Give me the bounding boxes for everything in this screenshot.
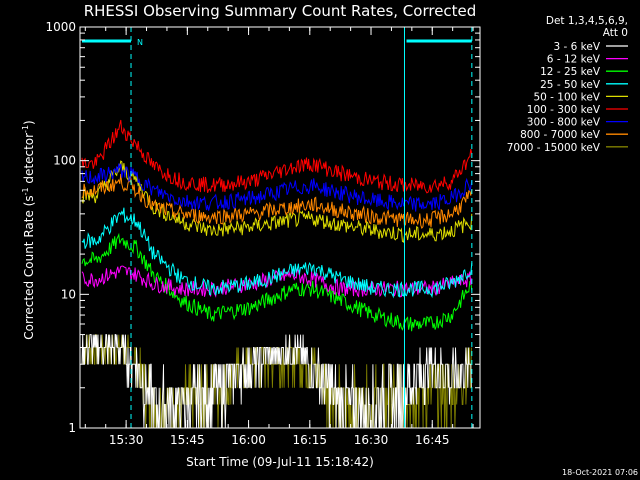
plot-frame xyxy=(79,26,481,429)
y-tick-label: 1 xyxy=(68,421,76,435)
series-line-3 xyxy=(81,207,473,299)
y-axis-label: Corrected Count Rate (s-1 detector-1) xyxy=(21,120,36,339)
legend-entry-label: 3 - 6 keV xyxy=(553,41,600,53)
attenuator-marker-label: N xyxy=(137,38,143,47)
x-axis-label: Start Time (09-Jul-11 15:18:42) xyxy=(186,455,374,469)
legend-entry-label: 50 - 100 keV xyxy=(533,91,600,103)
x-tick-label: 16:30 xyxy=(354,433,389,447)
y-axis-label-part1: Corrected Count Rate (s xyxy=(22,195,36,339)
x-tick-label: 15:30 xyxy=(109,433,144,447)
legend-entry-label: 25 - 50 keV xyxy=(540,79,601,91)
attenuator-markers: N xyxy=(82,27,473,428)
y-axis-label-part3: ) xyxy=(22,120,36,125)
legend-entry-label: 12 - 25 keV xyxy=(540,66,601,78)
y-axis-label-sup1: -1 xyxy=(21,187,30,195)
series-line-4 xyxy=(81,160,473,243)
series-line-6 xyxy=(81,163,473,212)
y-tick-label: 100 xyxy=(53,154,76,168)
y-tick-label: 1000 xyxy=(45,20,76,34)
legend-entry-label: 100 - 300 keV xyxy=(527,104,601,116)
y-axis-label-part2: detector xyxy=(22,133,36,188)
x-tick-label: 16:45 xyxy=(415,433,450,447)
x-ticks: 15:30 15:45 16:00 16:15 16:30 16:45 xyxy=(84,27,474,447)
y-ticks: 1 10 100 1000 xyxy=(45,20,480,435)
legend-entry-label: 7000 - 15000 keV xyxy=(507,142,601,154)
y-tick-label: 10 xyxy=(61,287,76,301)
legend-header-line: Det 1,3,4,5,6,9, xyxy=(546,15,628,27)
series-line-2 xyxy=(81,232,473,332)
legend-entry-label: 300 - 800 keV xyxy=(527,117,601,129)
x-tick-label: 15:45 xyxy=(170,433,205,447)
y-axis-label-sup2: -1 xyxy=(21,125,30,133)
legend-entry-label: 6 - 12 keV xyxy=(547,54,601,66)
series-line-0 xyxy=(81,334,472,429)
chart-title: RHESSI Observing Summary Count Rates, Co… xyxy=(84,2,477,20)
legend-entry-label: 800 - 7000 keV xyxy=(520,129,601,141)
x-tick-label: 16:15 xyxy=(292,433,327,447)
series-line-5 xyxy=(81,119,473,194)
series-line-7 xyxy=(81,173,473,229)
series-line-1 xyxy=(81,265,473,298)
series-layer xyxy=(81,119,473,429)
legend-header-line: Att 0 xyxy=(603,27,628,39)
footer-date: 18-Oct-2021 07:06 xyxy=(562,468,638,477)
x-tick-label: 16:00 xyxy=(231,433,266,447)
